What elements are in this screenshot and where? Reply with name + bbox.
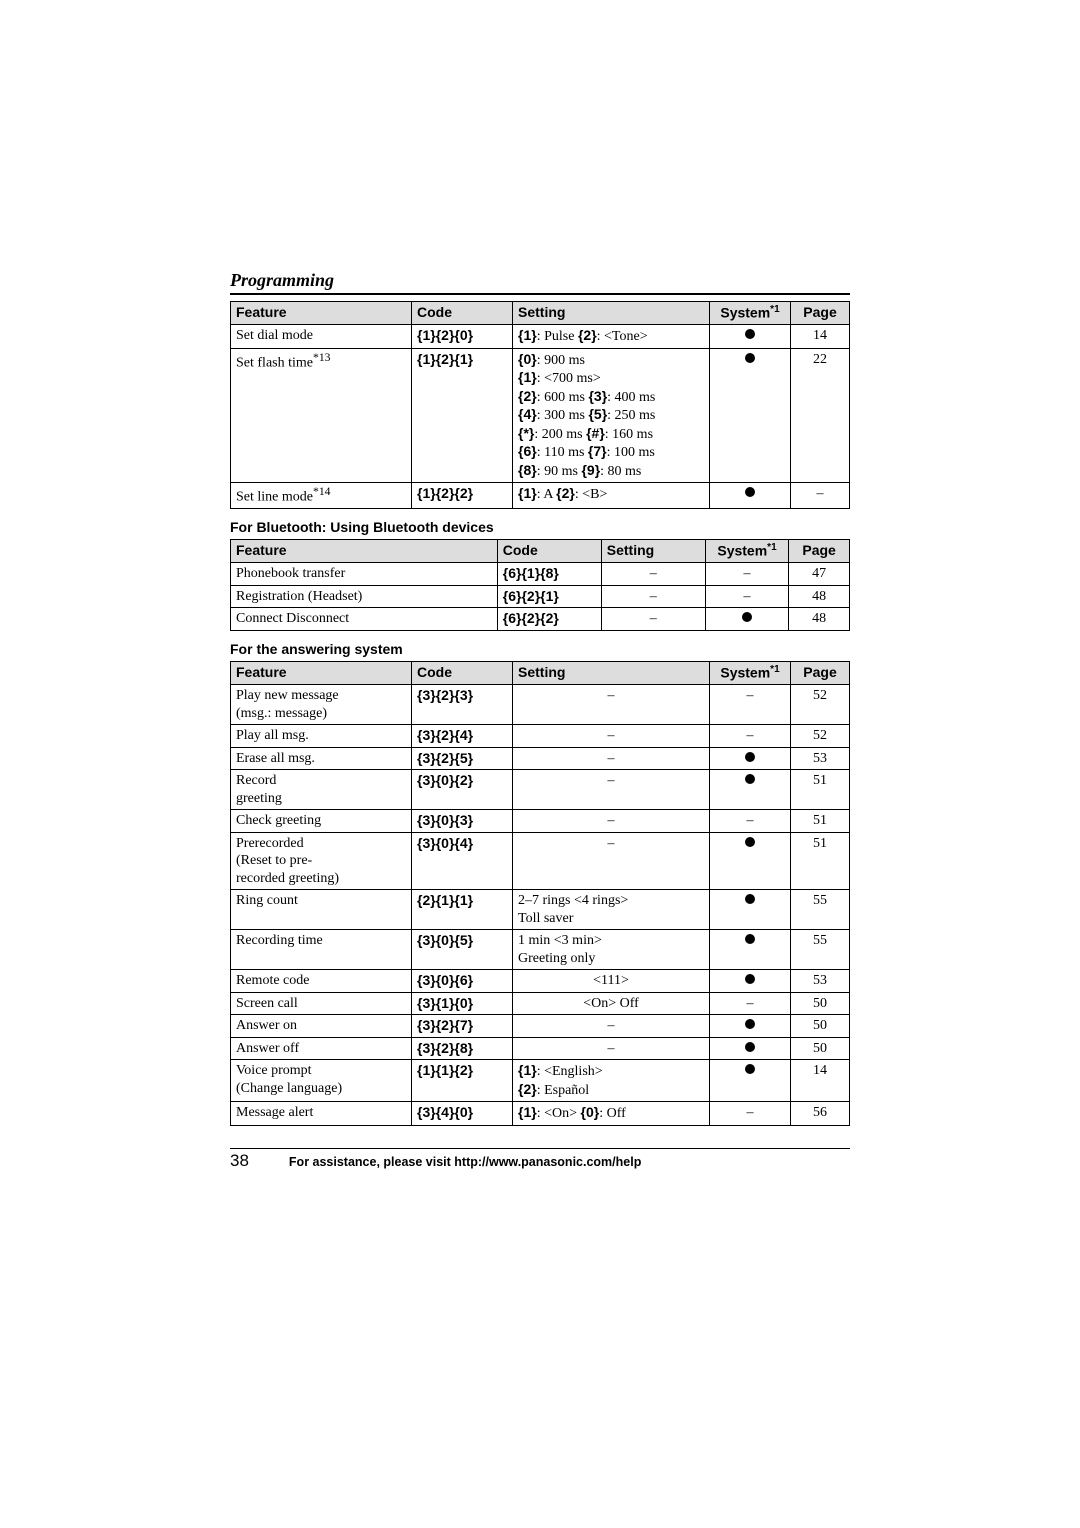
th-system: System*1	[705, 540, 788, 563]
page-footer: 38 For assistance, please visit http://w…	[230, 1148, 850, 1171]
table-answering: Feature Code Setting System*1 Page Play …	[230, 661, 850, 1126]
th-code: Code	[412, 302, 513, 325]
page-number: 38	[230, 1151, 249, 1171]
table-row: Remote code306<111>53	[231, 970, 850, 993]
table-row: Voice prompt(Change language)1121: <Engl…	[231, 1060, 850, 1102]
th-setting: Setting	[513, 302, 710, 325]
th-page: Page	[791, 661, 850, 684]
th-system: System*1	[710, 302, 791, 325]
table-row: Ring count2112–7 rings <4 rings>Toll sav…	[231, 890, 850, 930]
table-row: Message alert3401: <On> 0: Off–56	[231, 1102, 850, 1126]
subheading-bluetooth: For Bluetooth: Using Bluetooth devices	[230, 519, 850, 535]
table-programming: Feature Code Setting System*1 Page Set d…	[230, 301, 850, 509]
table-row: Recordgreeting302–51	[231, 770, 850, 810]
table-row: Screen call310<On> Off–50	[231, 992, 850, 1015]
table-row: Phonebook transfer618––47	[231, 563, 850, 586]
th-feature: Feature	[231, 661, 412, 684]
section-heading: Programming	[230, 270, 850, 295]
table-row: Connect Disconnect622–48	[231, 608, 850, 631]
table-row: Prerecorded(Reset to pre-recorded greeti…	[231, 832, 850, 890]
th-system: System*1	[710, 661, 791, 684]
th-setting: Setting	[513, 661, 710, 684]
table-row: Erase all msg.325–53	[231, 747, 850, 770]
table-row: Set flash time*131210: 900 ms1: <700 ms>…	[231, 348, 850, 483]
table-row: Set dial mode1201: Pulse 2: <Tone>14	[231, 325, 850, 349]
table-row: Answer on327–50	[231, 1015, 850, 1038]
table-row: Play all msg.324––52	[231, 725, 850, 748]
table-row: Set line mode*141221: A 2: <B>–	[231, 483, 850, 509]
th-code: Code	[412, 661, 513, 684]
subheading-answering: For the answering system	[230, 641, 850, 657]
manual-page: Programming Feature Code Setting System*…	[0, 0, 1080, 1528]
assist-text: For assistance, please visit http://www.…	[289, 1155, 641, 1169]
table-row: Registration (Headset)621––48	[231, 585, 850, 608]
table-row: Recording time3051 min <3 min>Greeting o…	[231, 930, 850, 970]
th-feature: Feature	[231, 302, 412, 325]
th-page: Page	[791, 302, 850, 325]
th-feature: Feature	[231, 540, 498, 563]
th-code: Code	[497, 540, 601, 563]
table-row: Check greeting303––51	[231, 810, 850, 833]
table-bluetooth: Feature Code Setting System*1 Page Phone…	[230, 539, 850, 631]
th-setting: Setting	[601, 540, 705, 563]
table-row: Play new message(msg.: message)323––52	[231, 685, 850, 725]
th-page: Page	[789, 540, 850, 563]
table-row: Answer off328–50	[231, 1037, 850, 1060]
